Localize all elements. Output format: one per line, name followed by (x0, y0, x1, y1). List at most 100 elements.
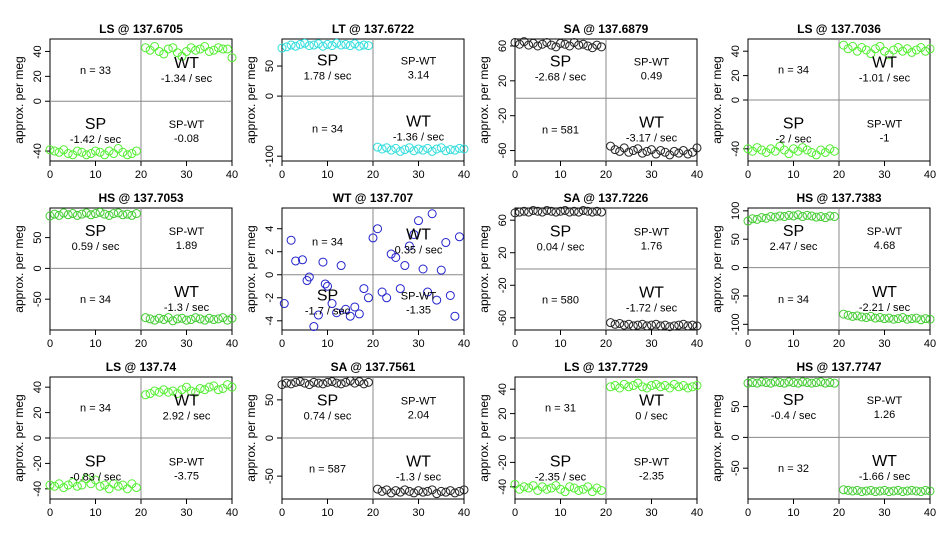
wt-rate: -1.3 / sec (164, 302, 210, 314)
sp-point (109, 209, 119, 219)
sp-point (829, 212, 839, 222)
y-tick-label: 40 (497, 383, 509, 395)
wt-point (373, 224, 383, 234)
sp-point (131, 209, 141, 219)
n-count: n = 34 (80, 403, 111, 415)
panel-title: HS @ 137.7383 (796, 191, 881, 205)
x-tick-label: 30 (878, 507, 890, 519)
x-tick-label: 30 (180, 507, 192, 519)
y-tick-label: -4 (264, 316, 276, 326)
sp-point (820, 213, 830, 223)
spwt-value: 1.89 (176, 240, 197, 252)
sp-point (336, 261, 346, 271)
sp-point (59, 483, 69, 493)
wt-point (687, 320, 697, 330)
y-axis-label: approx. per meg (244, 394, 258, 481)
sp-point (542, 37, 552, 47)
y-tick-label: 40 (32, 381, 44, 393)
wt-point (898, 313, 908, 323)
wt-point (651, 379, 661, 389)
wt-point (656, 382, 666, 392)
wt-rate: -1.34 / sec (161, 73, 213, 85)
sp-point (113, 481, 123, 491)
wt-point (373, 484, 383, 494)
sp-point (748, 214, 758, 224)
x-tick-label: 30 (412, 507, 424, 519)
sp-point (309, 322, 319, 332)
sp-point (318, 379, 328, 389)
y-tick-label: -50 (730, 460, 742, 476)
wt-point (450, 488, 460, 498)
wt-point (925, 44, 935, 54)
sp-point (533, 41, 543, 51)
y-axis-label: approx. per meg (710, 394, 724, 481)
sp-point (72, 146, 82, 156)
sp-label: SP (783, 116, 804, 133)
sp-point (537, 482, 547, 492)
sp-point (297, 255, 307, 265)
wt-point (177, 51, 187, 61)
sp-point (350, 378, 360, 388)
wt-point (857, 312, 867, 322)
wt-point (159, 385, 169, 395)
wt-point (186, 43, 196, 53)
wt-point (441, 487, 451, 497)
y-tick-label: 20 (730, 69, 742, 81)
sp-point (528, 481, 538, 491)
sp-point (528, 38, 538, 48)
x-tick-label: 10 (787, 507, 799, 519)
sp-point (104, 484, 114, 494)
sp-point (104, 146, 114, 156)
sp-label: SP (85, 454, 106, 471)
wt-point (687, 382, 697, 392)
x-tick-label: 0 (512, 338, 518, 350)
panel-12: HS @ 137.7747 0 10 20 30 40 50 0 -50 approx. per … (710, 360, 936, 519)
sp-point (363, 293, 373, 303)
sp-rate: -1.7 / sec (305, 305, 351, 317)
sp-point (802, 210, 812, 220)
sp-point (332, 308, 342, 318)
sp-point (332, 38, 342, 48)
sp-label: SP (317, 287, 338, 304)
sp-point (578, 484, 588, 494)
wt-point (436, 486, 446, 496)
sp-label: SP (550, 454, 571, 471)
sp-point (309, 377, 319, 387)
sp-point (761, 213, 771, 223)
sp-point (86, 210, 96, 220)
spwt-label: SP-WT (634, 457, 670, 469)
wt-point (454, 143, 464, 153)
wt-point (674, 148, 684, 158)
sp-point (752, 143, 762, 153)
sp-point (327, 377, 337, 387)
spwt-value: -2.35 (639, 471, 664, 483)
x-tick-label: 40 (691, 169, 703, 181)
sp-point (45, 480, 55, 490)
sp-point (118, 210, 128, 220)
sp-point (345, 41, 355, 51)
wt-point (875, 313, 885, 323)
wt-point (154, 313, 164, 323)
wt-point (647, 381, 656, 391)
wt-point (866, 485, 876, 495)
sp-point (127, 149, 137, 159)
x-tick-label: 10 (787, 169, 799, 181)
sp-point (798, 377, 808, 387)
wt-point (848, 486, 858, 496)
sp-point (86, 149, 96, 159)
wt-point (177, 313, 187, 323)
sp-point (596, 485, 606, 495)
wt-point (610, 381, 620, 391)
y-tick-label: 0 (497, 435, 509, 441)
sp-point (592, 40, 602, 50)
x-tick-label: 40 (458, 169, 470, 181)
wt-point (656, 146, 666, 156)
n-count: n = 32 (778, 463, 809, 475)
sp-point (354, 41, 364, 51)
wt-point (610, 145, 620, 155)
wt-point (409, 488, 419, 498)
sp-label: SP (550, 224, 571, 241)
wt-point (911, 486, 921, 496)
sp-point (578, 205, 588, 215)
